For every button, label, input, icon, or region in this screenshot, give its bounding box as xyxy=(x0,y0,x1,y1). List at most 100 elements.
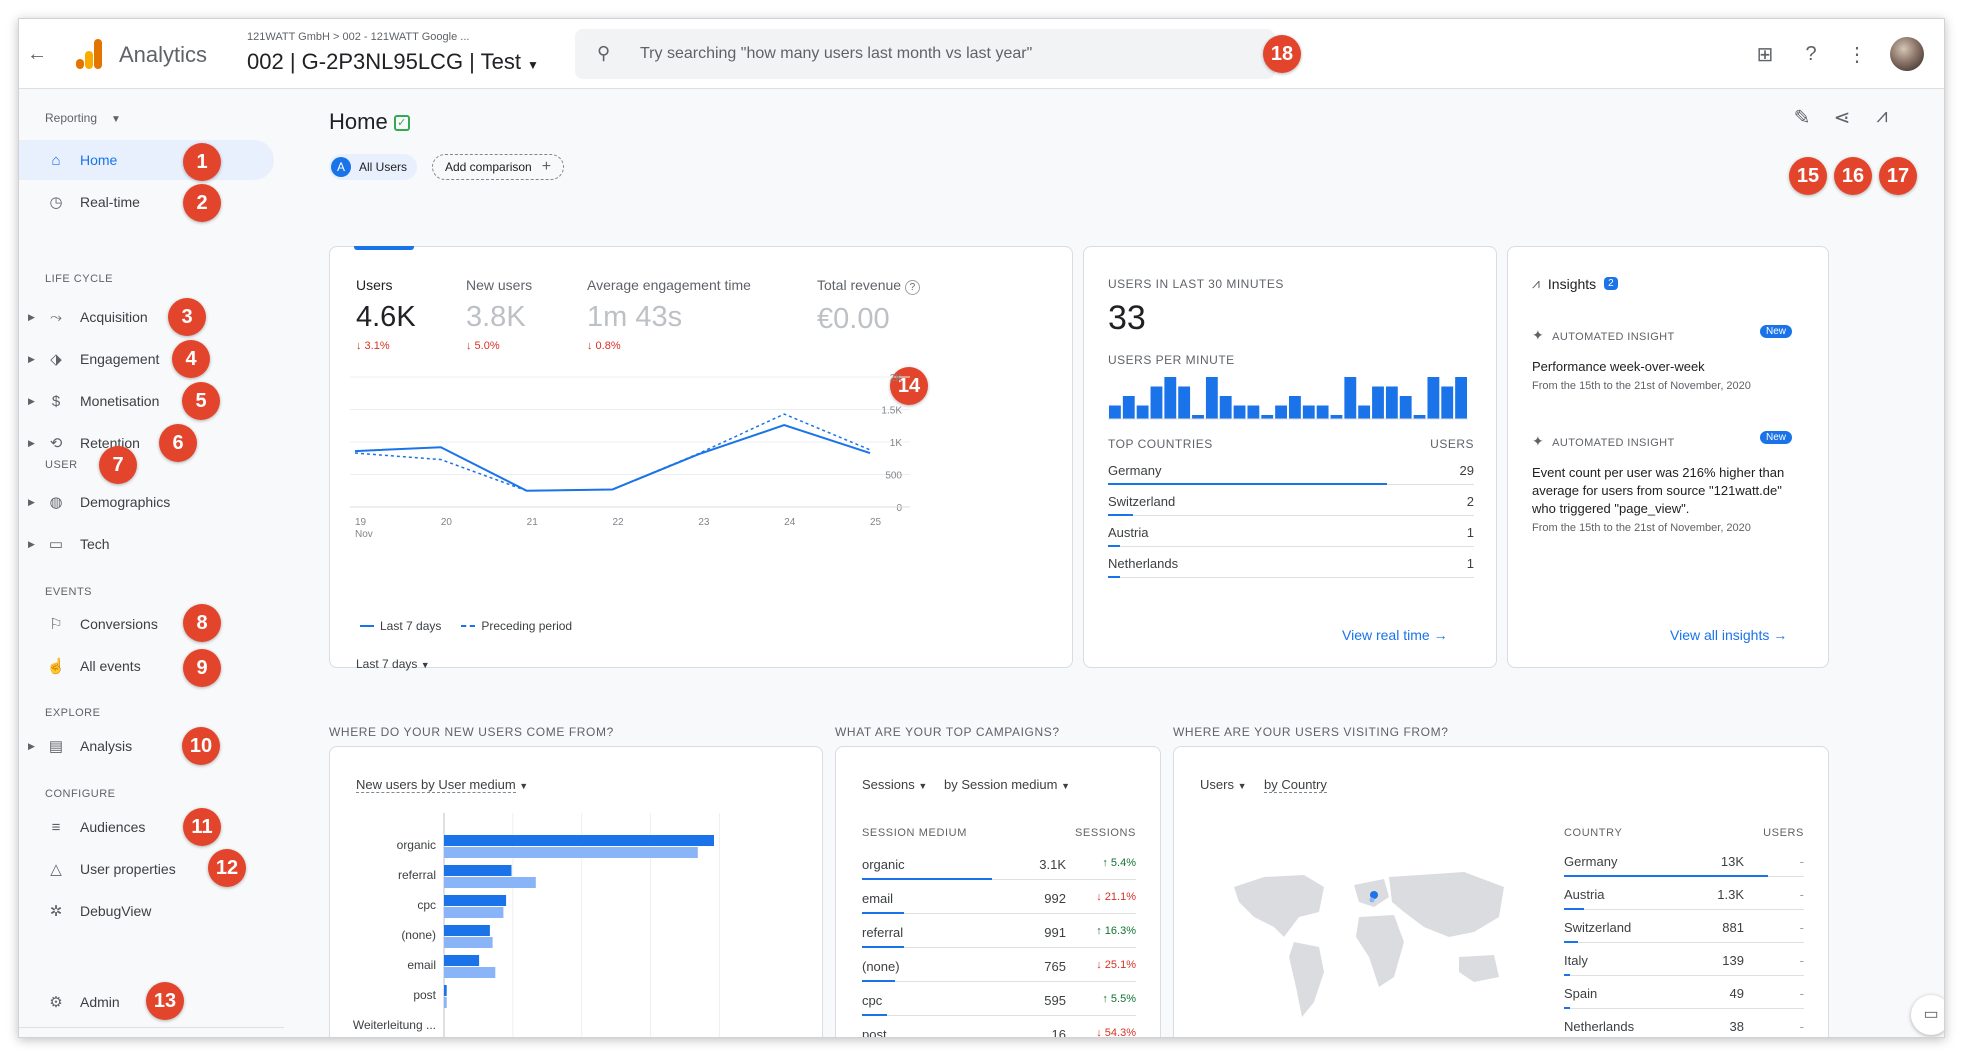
sidebar-item-conversions[interactable]: ⚐ Conversions xyxy=(19,604,274,644)
minute-bar xyxy=(1109,405,1121,419)
sidebar-item-analysis[interactable]: ▶ ▤ Analysis xyxy=(19,726,274,766)
country-name[interactable]: Italy xyxy=(1564,953,1588,968)
minute-bar xyxy=(1150,386,1163,419)
sidebar-item-demographics[interactable]: ▶ ◍ Demographics xyxy=(19,482,274,522)
sidebar-item-label: Engagement xyxy=(80,351,160,367)
x-tick-label: 24 xyxy=(784,517,796,528)
sidebar-item-acquisition[interactable]: ▶ ⤳ Acquisition xyxy=(19,297,274,337)
medium-name[interactable]: referral xyxy=(862,925,904,940)
country-name[interactable]: Switzerland xyxy=(1564,920,1632,935)
insight-item[interactable]: ✦ AUTOMATED INSIGHT New Performance week-… xyxy=(1532,325,1792,392)
bar-previous xyxy=(444,937,493,948)
chart-legend: Last 7 days Preceding period xyxy=(360,619,572,633)
users-line-chart: 0 500 1K 1.5K 2K 19 20 21 22 23 24 25 Nov xyxy=(350,373,910,540)
retention-icon: ⟲ xyxy=(49,435,63,452)
add-comparison-button[interactable]: Add comparison + xyxy=(432,154,565,180)
apps-grid-icon[interactable]: ⊞ xyxy=(1756,43,1774,66)
sidebar-item-debugview[interactable]: ✲ DebugView xyxy=(19,891,274,931)
country-change: - xyxy=(1799,887,1804,902)
sidebar-item-audiences[interactable]: ≡ Audiences xyxy=(19,807,274,847)
country-users: 1 xyxy=(1466,525,1474,540)
medium-name[interactable]: organic xyxy=(862,857,905,872)
metric-users[interactable]: Users 4.6K ↓ 3.1% xyxy=(356,277,416,352)
users-metric-dropdown[interactable]: Users ▼ xyxy=(1200,777,1247,792)
view-all-insights-link[interactable]: View all insights → xyxy=(1670,627,1787,643)
country-name[interactable]: Germany xyxy=(1564,854,1618,869)
breadcrumb[interactable]: 121WATT GmbH > 002 - 121WATT Google ... xyxy=(247,31,470,43)
country-name[interactable]: Spain xyxy=(1564,986,1598,1001)
sidebar-item-engagement[interactable]: ▶ ⬗ Engagement xyxy=(19,339,274,379)
callout-badge-4: 4 xyxy=(172,340,210,378)
help-circle-icon[interactable]: ? xyxy=(904,280,920,295)
sidebar-item-user-properties[interactable]: △ User properties xyxy=(19,849,274,889)
metric-value: 4.6K xyxy=(356,301,416,333)
analytics-logo-icon[interactable] xyxy=(74,39,104,69)
sidebar-item-realtime[interactable]: ◷ Real-time xyxy=(19,182,274,222)
reporting-dropdown[interactable]: Reporting ▼ xyxy=(45,111,121,125)
medium-name[interactable]: cpc xyxy=(862,993,883,1008)
new-users-medium-card: New users by User medium ▼ organic referr… xyxy=(329,746,823,1037)
acquisition-icon: ⤳ xyxy=(49,308,62,326)
back-arrow-icon[interactable]: ← xyxy=(27,43,47,65)
customize-report-icon[interactable]: ✎ xyxy=(1793,107,1811,129)
shapes-icon: △ xyxy=(50,861,62,878)
analysis-icon: ▤ xyxy=(48,738,64,755)
search-box[interactable]: ⚲ xyxy=(575,29,1275,79)
medium-name[interactable]: email xyxy=(862,891,894,906)
browser-frame: ← Analytics 121WATT GmbH > 002 - 121WATT… xyxy=(18,18,1945,1038)
search-icon: ⚲ xyxy=(597,43,611,63)
avatar[interactable] xyxy=(1890,37,1924,71)
section-explore: EXPLORE xyxy=(45,707,101,719)
legend-current-label: Last 7 days xyxy=(380,619,442,633)
metric-change: ↓ 5.0% xyxy=(466,340,500,352)
metric-new-users[interactable]: New users 3.8K ↓ 5.0% xyxy=(466,277,532,352)
search-input[interactable] xyxy=(640,42,1240,66)
sidebar-item-all-events[interactable]: ☝ All events xyxy=(19,646,274,686)
country-name[interactable]: Austria xyxy=(1564,887,1605,902)
sessions-change: ↓ 25.1% xyxy=(1096,959,1136,971)
sidebar-item-tech[interactable]: ▶ ▭ Tech xyxy=(19,524,274,564)
sidebar-item-retention[interactable]: ▶ ⟲ Retention xyxy=(19,423,274,463)
row-divider xyxy=(862,879,1136,880)
insight-title: Performance week-over-week xyxy=(1532,359,1705,374)
session-medium-dropdown[interactable]: by Session medium ▼ xyxy=(944,777,1070,792)
view-real-time-link[interactable]: View real time → xyxy=(1342,627,1448,643)
share-icon[interactable]: ⋖ xyxy=(1833,107,1851,129)
country-dimension-dropdown[interactable]: by Country xyxy=(1264,777,1327,793)
medium-name[interactable]: (none) xyxy=(862,959,900,974)
section-life-cycle: LIFE CYCLE xyxy=(45,273,113,285)
view-all-insights-label: View all insights xyxy=(1670,627,1770,643)
property-selector[interactable]: 002 | G-2P3NL95LCG | Test ▼ xyxy=(247,49,539,75)
sidebar-item-monetisation[interactable]: ▶ $ Monetisation xyxy=(19,381,274,421)
metric-total-revenue[interactable]: Total revenue ? €0.00 xyxy=(817,277,920,336)
view-real-time-label: View real time xyxy=(1342,627,1430,643)
sidebar-item-home[interactable]: ⌂ Home xyxy=(19,140,274,180)
minute-bar xyxy=(1261,415,1274,419)
help-icon[interactable]: ? xyxy=(1805,42,1817,65)
insights-sparkline-icon[interactable]: ⩘ xyxy=(1876,105,1888,127)
metric-engagement-time[interactable]: Average engagement time 1m 43s ↓ 0.8% xyxy=(587,277,751,352)
caret-down-icon: ▼ xyxy=(519,781,529,791)
sidebar-item-admin[interactable]: ⚙ Admin xyxy=(19,982,274,1022)
sidebar-item-label: DebugView xyxy=(80,903,152,919)
sessions-value: 992 xyxy=(1044,891,1066,906)
insight-item[interactable]: ✦ AUTOMATED INSIGHT New Event count per u… xyxy=(1532,431,1792,534)
country-name[interactable]: Netherlands xyxy=(1564,1019,1635,1034)
new-users-dimension-dropdown[interactable]: New users by User medium ▼ xyxy=(356,777,529,793)
feedback-icon[interactable]: ▭ xyxy=(1911,995,1944,1035)
row-divider xyxy=(1108,577,1474,578)
page-title-text: Home xyxy=(329,109,388,134)
row-divider xyxy=(1108,546,1474,547)
share-bar xyxy=(1108,483,1387,485)
new-users-bar-chart: organic referral cpc (none) email post Weiterl… xyxy=(353,813,720,1037)
more-vert-icon[interactable]: ⋮ xyxy=(1847,43,1867,66)
medium-name[interactable]: post xyxy=(862,1027,887,1038)
sessions-metric-dropdown[interactable]: Sessions ▼ xyxy=(862,777,927,792)
date-range-dropdown[interactable]: Last 7 days ▼ xyxy=(356,657,430,671)
insight-tag: ✦ AUTOMATED INSIGHT xyxy=(1532,433,1792,450)
category-label: email xyxy=(407,958,436,972)
comparison-chip-all-users[interactable]: A All Users xyxy=(329,154,418,180)
caret-down-icon: ▼ xyxy=(111,114,121,125)
share-bar xyxy=(1564,875,1768,877)
sessions-change: ↑ 5.4% xyxy=(1102,857,1136,869)
